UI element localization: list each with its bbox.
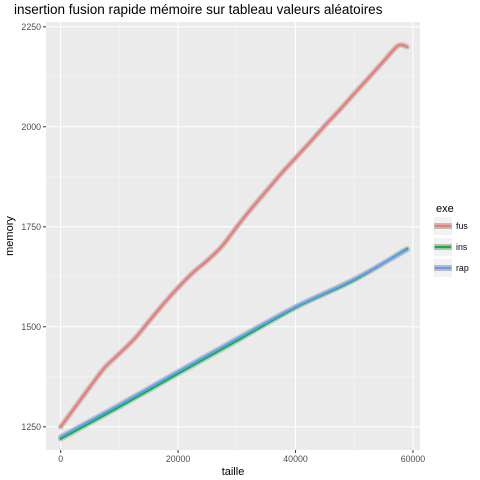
x-tick-label: 20000 [166, 454, 191, 464]
x-axis: 0 20000 40000 60000 [58, 450, 425, 464]
x-tick-label: 0 [58, 454, 63, 464]
grid-major [46, 22, 420, 450]
y-tick-label: 2000 [21, 122, 41, 132]
y-axis-title: memory [4, 216, 16, 256]
series-fus-line [59, 43, 409, 428]
legend-title: exe [436, 203, 454, 215]
y-tick-label: 1750 [21, 222, 41, 232]
series-layer [57, 42, 410, 442]
series-rap-line [59, 248, 409, 438]
x-axis-title: taille [222, 466, 245, 478]
legend-label: rap [456, 263, 469, 273]
y-tick-label: 1500 [21, 322, 41, 332]
legend: exe fus ins rap [434, 203, 469, 277]
x-tick-label: 40000 [283, 454, 308, 464]
y-tick-label: 2250 [21, 22, 41, 32]
legend-item-ins: ins [434, 238, 468, 256]
x-tick-label: 60000 [401, 454, 426, 464]
legend-item-rap: rap [434, 259, 469, 277]
y-tick-label: 1250 [21, 422, 41, 432]
legend-items: fus ins rap [434, 217, 469, 277]
legend-label: fus [456, 221, 468, 231]
y-axis: 1250 1500 1750 2000 2250 [21, 22, 46, 432]
chart-title: insertion fusion rapide mémoire sur tabl… [14, 2, 383, 17]
legend-label: ins [456, 242, 468, 252]
legend-item-fus: fus [434, 217, 468, 235]
